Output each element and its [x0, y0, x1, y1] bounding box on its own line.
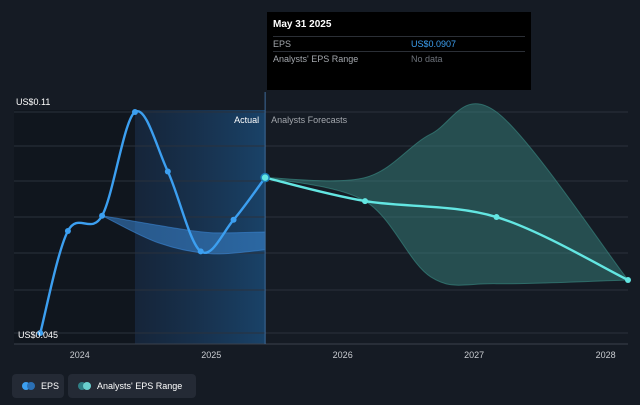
x-tick-label: 2024 — [70, 350, 90, 360]
analysts-eps-range-band — [265, 103, 630, 286]
data-point — [625, 276, 631, 283]
data-point — [197, 248, 204, 255]
y-axis-top-label: US$0.11 — [16, 97, 50, 107]
x-tick-label: 2028 — [596, 350, 616, 360]
x-tick-label: 2025 — [201, 350, 221, 360]
series-line — [264, 176, 629, 282]
x-tick-label: 2026 — [333, 350, 353, 360]
legend-eps-swatch-icon — [22, 382, 35, 390]
legend-range-swatch-icon — [78, 382, 91, 390]
tooltip-eps-value: US$0.0907 — [411, 39, 457, 49]
data-point — [64, 228, 71, 234]
data-point — [99, 212, 106, 219]
legend-range-button[interactable]: Analysts' EPS Range — [68, 374, 196, 398]
tooltip-date: May 31 2025 — [273, 19, 332, 30]
data-point — [493, 214, 500, 221]
legend-eps-button[interactable]: EPS — [12, 374, 64, 398]
actual-label: Actual — [234, 115, 259, 125]
tooltip-row-eps: EPS US$0.0907 — [273, 36, 525, 51]
tooltip-range-value: No data — [411, 54, 443, 64]
tooltip-row-range: Analysts' EPS Range No data — [273, 51, 525, 66]
data-point — [164, 168, 171, 175]
y-axis-bottom-label: US$0.045 — [18, 330, 58, 340]
forecast-label: Analysts Forecasts — [271, 115, 348, 125]
data-point — [230, 216, 237, 223]
data-point — [131, 109, 138, 115]
x-tick-label: 2027 — [464, 350, 484, 360]
data-point — [37, 330, 44, 336]
current-point-marker — [260, 172, 270, 183]
legend-eps-label: EPS — [41, 381, 60, 391]
legend-range-label: Analysts' EPS Range — [97, 381, 183, 391]
data-tooltip: May 31 2025 EPS US$0.0907 Analysts' EPS … — [267, 12, 531, 90]
tooltip-eps-label: EPS — [273, 39, 292, 49]
tooltip-range-label: Analysts' EPS Range — [273, 54, 359, 64]
data-point — [362, 198, 369, 205]
